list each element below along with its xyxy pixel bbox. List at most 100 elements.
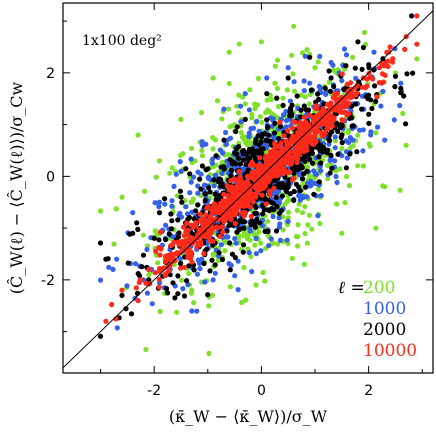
data-point	[236, 235, 242, 241]
data-point	[135, 132, 141, 138]
data-point	[198, 171, 204, 177]
data-point	[291, 188, 297, 195]
data-point	[343, 109, 349, 115]
data-point	[176, 242, 182, 248]
data-point	[385, 63, 391, 70]
data-point	[232, 273, 238, 279]
x-axis-title: (κ̄_W − ⟨κ̄_W⟩)/σ_W	[169, 407, 328, 426]
data-point	[228, 167, 234, 173]
data-point	[207, 268, 213, 274]
data-point	[240, 151, 246, 157]
data-point	[248, 213, 254, 219]
data-point	[296, 151, 302, 157]
data-point	[266, 177, 272, 183]
y-tick-label: 2	[46, 66, 55, 82]
data-point	[215, 258, 221, 264]
data-point	[296, 193, 302, 199]
data-point	[368, 132, 374, 138]
y-tick-label: 0	[46, 169, 55, 185]
data-point	[283, 188, 289, 195]
legend-entry-2000: 2000	[363, 320, 406, 340]
data-point	[252, 242, 258, 248]
data-point	[322, 85, 328, 91]
data-point	[261, 207, 267, 213]
data-point	[312, 105, 318, 111]
data-point	[273, 171, 279, 177]
data-point	[252, 106, 258, 112]
data-point	[301, 143, 307, 149]
data-point	[302, 158, 308, 164]
data-point	[291, 79, 297, 85]
data-point	[376, 65, 382, 71]
data-point	[328, 75, 334, 81]
data-point	[281, 166, 287, 172]
data-point	[188, 290, 194, 296]
data-point	[392, 46, 398, 52]
data-point	[152, 270, 158, 276]
data-point	[355, 163, 361, 169]
data-point	[400, 110, 406, 117]
data-point	[266, 132, 272, 138]
data-point	[184, 278, 190, 284]
data-point	[264, 125, 271, 131]
data-point	[314, 129, 320, 136]
data-point	[187, 171, 193, 177]
data-point	[305, 164, 311, 170]
data-point	[361, 29, 368, 35]
data-point	[132, 261, 139, 267]
data-point	[367, 74, 373, 80]
data-point	[288, 139, 294, 145]
data-point	[371, 49, 377, 55]
data-point	[281, 158, 288, 164]
data-point	[274, 57, 281, 63]
data-point	[226, 106, 232, 112]
data-point	[346, 183, 353, 189]
data-point	[367, 143, 373, 149]
data-point	[352, 65, 358, 71]
data-point	[227, 124, 233, 130]
data-point	[289, 125, 296, 131]
data-point	[255, 168, 261, 174]
data-point	[379, 61, 385, 67]
data-point	[297, 197, 303, 203]
data-point	[272, 63, 278, 69]
data-point	[308, 178, 314, 185]
data-point	[247, 162, 253, 168]
data-point	[142, 188, 148, 194]
data-point	[359, 106, 365, 112]
data-point	[124, 283, 130, 289]
data-point	[270, 213, 276, 220]
data-point	[246, 156, 252, 162]
data-point	[198, 230, 204, 236]
data-point	[217, 233, 223, 240]
plot-frame	[62, 2, 434, 374]
data-point	[326, 68, 332, 74]
data-point	[224, 183, 230, 189]
data-point	[236, 144, 242, 150]
data-point	[329, 165, 335, 171]
data-point	[257, 146, 264, 153]
data-point	[152, 228, 158, 234]
data-point	[257, 114, 263, 120]
data-point	[175, 234, 181, 240]
data-point	[235, 110, 242, 116]
data-point	[343, 52, 350, 58]
x-tick-label: 0	[257, 383, 266, 399]
data-point	[339, 78, 345, 84]
data-point	[332, 105, 338, 111]
data-point	[340, 118, 346, 124]
data-point	[243, 297, 249, 303]
data-point	[332, 91, 338, 97]
data-point	[242, 91, 248, 97]
data-point	[202, 191, 208, 197]
data-point	[178, 168, 184, 174]
data-point	[258, 39, 264, 45]
data-point	[339, 71, 345, 77]
data-point	[143, 346, 149, 353]
data-point	[183, 242, 189, 248]
data-point	[323, 91, 329, 97]
data-point	[302, 53, 308, 59]
data-point	[372, 83, 378, 89]
data-point	[285, 65, 291, 71]
